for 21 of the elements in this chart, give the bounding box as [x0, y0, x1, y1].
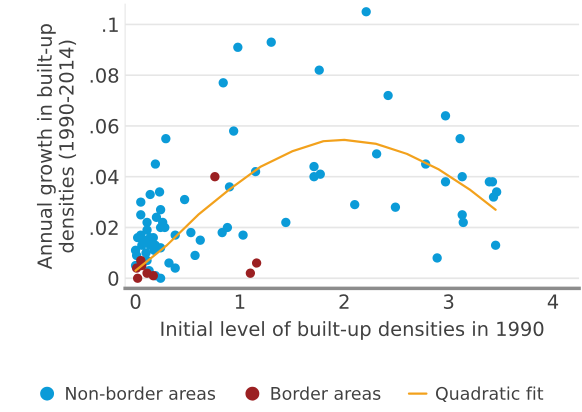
y-axis-title: Annual growth in built-up densities (1990-2014) [36, 24, 76, 270]
point [246, 268, 256, 278]
x-tick-label: 1 [236, 294, 244, 309]
y-tick-label: .02 [90, 220, 118, 236]
x-axis-title: Initial level of built-up densities in 1990 [161, 321, 544, 340]
y-tick-label: 0 [108, 271, 118, 286]
legend-label: Quadratic fit [436, 386, 544, 402]
y-tick-label: .06 [90, 118, 118, 134]
x-tick-label: 4 [548, 294, 558, 309]
x-tick-label: 0 [130, 294, 140, 310]
legend-label: Border areas [271, 386, 380, 400]
point [252, 258, 262, 268]
x-tick-label: 2 [340, 294, 349, 309]
point [142, 268, 152, 278]
x-tick-label: 3 [444, 294, 454, 310]
y-tick-label: .08 [90, 68, 118, 83]
point [210, 172, 220, 182]
point [132, 274, 142, 283]
y-tick-label: .1 [103, 18, 118, 32]
legend-label: Non-border areas [66, 386, 216, 400]
y-tick-label: .04 [90, 170, 118, 184]
